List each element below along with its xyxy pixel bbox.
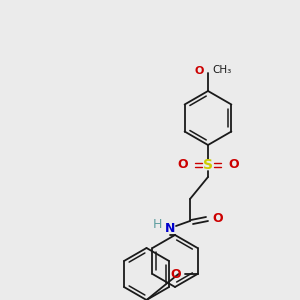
Text: O: O xyxy=(170,268,181,281)
Text: O: O xyxy=(212,212,223,226)
Text: N: N xyxy=(165,223,175,236)
Text: O: O xyxy=(195,66,204,76)
Text: S: S xyxy=(203,158,213,172)
Text: CH₃: CH₃ xyxy=(212,65,231,75)
Text: H: H xyxy=(153,218,162,232)
Text: O: O xyxy=(177,158,188,172)
Text: O: O xyxy=(228,158,238,172)
